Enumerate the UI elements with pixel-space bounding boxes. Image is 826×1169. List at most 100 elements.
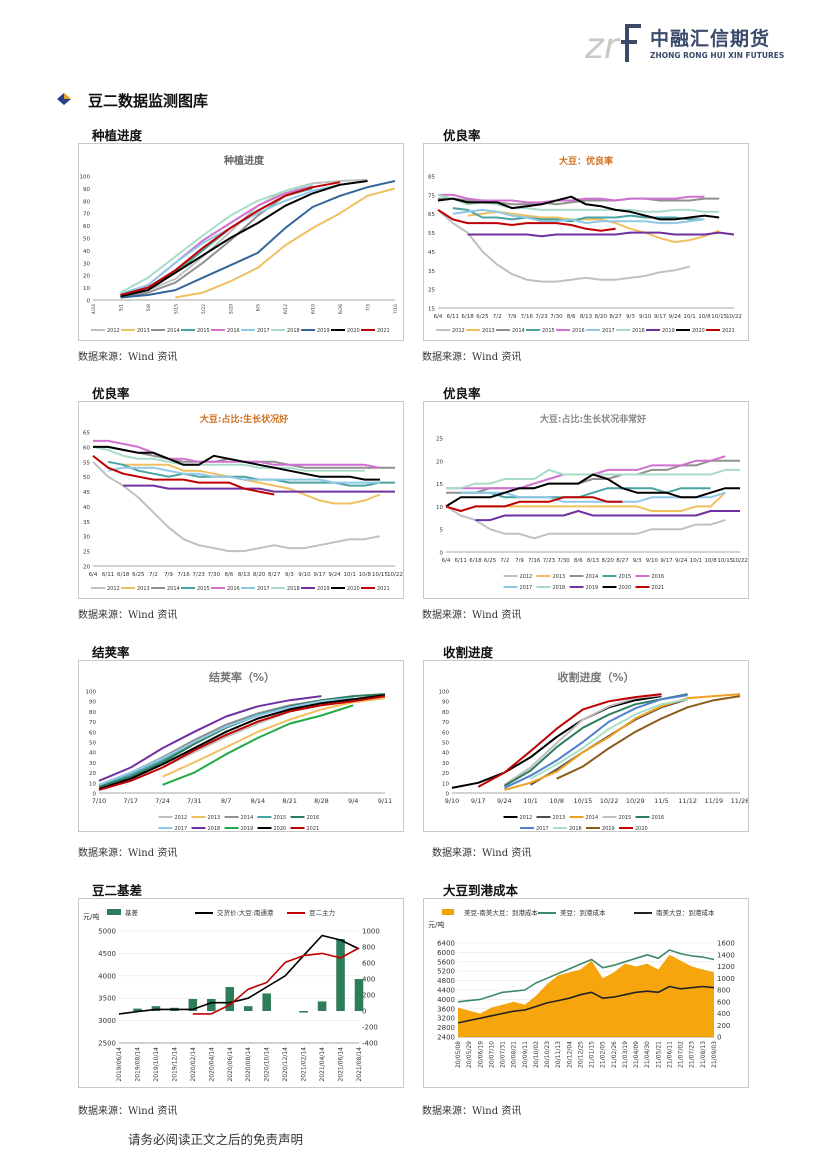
- y-tick-label: 20: [89, 771, 96, 777]
- series-line-2021: [446, 497, 622, 511]
- series-line-2012: [148, 180, 368, 290]
- y-tick-label: 30: [442, 761, 449, 767]
- y-tick-label: 50: [83, 237, 90, 243]
- excellent-condition-chart: 大豆:占比:生长状况非常好05101520256/4 6/11 6/18 6/25 7/…: [423, 401, 749, 599]
- y-tick-label: 65: [83, 431, 90, 437]
- y-tick-label: 10: [89, 781, 96, 787]
- legend-label: 南美大豆：到港成本: [656, 908, 715, 917]
- legend-label: 2015: [274, 815, 287, 821]
- planting-progress-chart: 种植进度01020304050607080901004/24 5/1 5/8 5/15…: [78, 143, 404, 341]
- x-tick-label: 8/27: [268, 572, 281, 578]
- y-axis-unit-label: 元/吨: [83, 912, 99, 921]
- y-tick-label: 3000: [98, 1017, 116, 1025]
- chart-heading-good-rate-3: 优良率: [443, 383, 481, 402]
- x-tick-label: 8/13: [238, 572, 251, 578]
- legend-label: 2013: [137, 586, 150, 592]
- x-tick-label: 7/16: [521, 314, 534, 320]
- legend-label: 美豆-南美大豆：到港成本: [464, 908, 538, 917]
- x-tick-label: 9/24: [497, 797, 512, 805]
- chart-heading-good-rate: 优良率: [443, 125, 481, 144]
- legend-label: 2017: [175, 826, 188, 832]
- x-tick-label: 6/19: [311, 304, 317, 314]
- x-tick-label: 11/5: [654, 797, 669, 805]
- legend-label: 2017: [602, 328, 615, 334]
- x-tick-label: 20/09/11: [522, 1041, 529, 1068]
- series-line-2013: [468, 212, 720, 242]
- y-axis-unit-label: 元/吨: [428, 920, 444, 929]
- y-tick-label: 65: [428, 212, 435, 218]
- x-tick-label: 6/5: [256, 304, 262, 311]
- x-tick-label: 2021/08/14: [356, 1047, 363, 1082]
- legend-label: 2015: [619, 574, 632, 580]
- series-line-2020: [93, 447, 380, 480]
- x-tick-label: 8/21: [282, 797, 297, 805]
- logo-chinese-name: 中融汇信期货: [650, 24, 770, 51]
- chart-title: 种植进度: [223, 154, 265, 167]
- y2-tick-label: 1600: [717, 940, 735, 948]
- x-tick-label: 20/10/23: [544, 1041, 551, 1068]
- legend-label: 2018: [632, 328, 645, 334]
- x-tick-label: 5/22: [201, 304, 207, 314]
- x-tick-label: 9/3: [285, 572, 294, 578]
- data-source: 数据来源：Wind 资讯: [422, 606, 521, 621]
- x-tick-label: 7/9: [515, 558, 524, 564]
- y-tick-label: 2400: [437, 1034, 455, 1042]
- y2-tick-label: -400: [362, 1040, 378, 1048]
- data-source: 数据来源：Wind 资讯: [78, 1102, 177, 1117]
- legend-label: 2019: [662, 328, 675, 334]
- chart-heading-harvest: 收割进度: [443, 642, 493, 661]
- chart-title: 大豆:占比:生长状况好: [200, 413, 288, 425]
- legend-label: 2016: [227, 586, 240, 592]
- x-tick-label: 21/04/09: [633, 1041, 640, 1068]
- y-tick-label: 80: [442, 710, 449, 716]
- x-tick-label: 9/10: [298, 572, 311, 578]
- good-rate-chart: 大豆：优良率15253545556575856/4 6/11 6/18 6/25 7/2…: [423, 143, 749, 341]
- y-tick-label: 80: [83, 199, 90, 205]
- x-tick-label: 20/12/04: [566, 1041, 573, 1068]
- x-tick-label: 7/2: [500, 558, 509, 564]
- y-tick-label: 30: [83, 261, 90, 267]
- y-tick-label: 30: [89, 761, 96, 767]
- x-tick-label: 6/18: [469, 558, 482, 564]
- x-tick-label: 7/3: [366, 304, 372, 311]
- y-tick-label: 50: [442, 741, 449, 747]
- x-tick-label: 5/15: [173, 304, 179, 314]
- x-tick-label: 9/10: [445, 797, 460, 805]
- y-tick-label: 2800: [437, 1024, 455, 1032]
- y-tick-label: 3600: [437, 1005, 455, 1013]
- legend-label: 2020: [619, 585, 632, 591]
- x-tick-label: 6/12: [283, 304, 289, 314]
- x-tick-label: 6/4: [89, 572, 98, 578]
- y-tick-label: 6000: [437, 949, 455, 957]
- y-tick-label: 70: [83, 212, 90, 218]
- x-tick-label: 5/29: [228, 304, 234, 314]
- x-tick-label: 7/16: [528, 558, 541, 564]
- chart-title: 收割进度（%）: [557, 670, 634, 684]
- legend-label: 2020: [692, 328, 705, 334]
- y-tick-label: 6400: [437, 940, 455, 948]
- legend-label: 2020: [635, 826, 648, 832]
- legend-label: 2012: [107, 586, 120, 592]
- x-tick-label: 2019/06/14: [116, 1047, 123, 1082]
- logo-english-name: ZHONG RONG HUI XIN FUTURES: [650, 51, 784, 60]
- legend-label: 2018: [287, 328, 300, 334]
- legend-label: 2020: [347, 586, 360, 592]
- y-tick-label: 3500: [98, 995, 116, 1003]
- y-tick-label: 50: [83, 475, 90, 481]
- x-tick-label: 7/24: [155, 797, 170, 805]
- x-tick-label: 21/06/11: [666, 1041, 673, 1068]
- x-tick-label: 21/08/13: [700, 1041, 707, 1068]
- y2-tick-label: 400: [362, 976, 375, 984]
- legend-label: 美豆：到港成本: [560, 908, 606, 917]
- x-tick-label: 2020/04/14: [208, 1047, 215, 1082]
- y-tick-label: 5200: [437, 968, 455, 976]
- legend-label: 2014: [167, 586, 180, 592]
- x-tick-label: 20/06/19: [477, 1041, 484, 1068]
- x-tick-label: 7/31: [187, 797, 202, 805]
- legend-label: 2012: [452, 328, 465, 334]
- x-tick-label: 2021/06/14: [338, 1047, 345, 1082]
- y-tick-label: 100: [86, 690, 97, 696]
- x-tick-label: 9/24: [669, 314, 682, 320]
- y-tick-label: 55: [428, 231, 435, 237]
- legend-label: 2017: [257, 328, 270, 334]
